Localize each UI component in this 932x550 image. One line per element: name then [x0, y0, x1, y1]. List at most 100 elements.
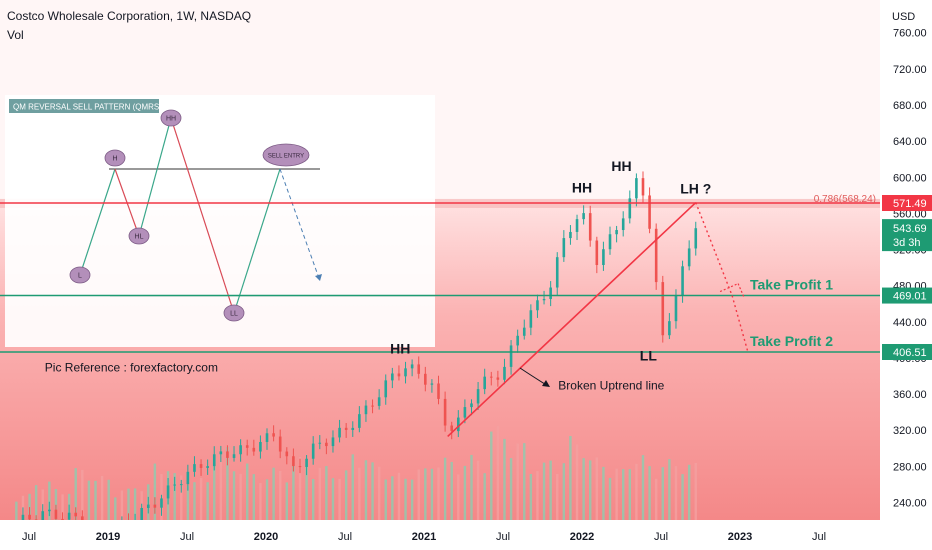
candle-body	[489, 376, 493, 378]
time-tick: 2021	[412, 531, 436, 543]
candle-body	[503, 366, 506, 380]
volume-bar	[496, 425, 500, 520]
candle-body	[417, 364, 421, 374]
candle-body	[628, 198, 632, 219]
price-axis-bg	[882, 0, 932, 550]
take-profit-1-price-tag-bg	[882, 287, 932, 304]
candle-body	[536, 300, 539, 311]
volume-bar	[173, 473, 176, 520]
price-tick: 240.00	[893, 497, 927, 509]
volume-bar	[87, 480, 91, 520]
volume-bar	[450, 461, 453, 520]
time-tick: 2020	[254, 531, 278, 543]
volume-bar	[417, 469, 420, 520]
inset-title-bg	[9, 99, 159, 113]
inset-point-bubble	[160, 109, 182, 127]
volume-bar	[397, 472, 401, 520]
time-tick: Jul	[22, 531, 36, 543]
currency-label: USD	[892, 11, 915, 23]
volume-bar	[219, 450, 223, 520]
bar-countdown: 3d 3h	[893, 237, 921, 249]
chart-annotation: LH ?	[680, 181, 711, 197]
volume-bar	[562, 463, 566, 520]
candle-body	[160, 498, 163, 508]
inset-arrowhead	[315, 274, 322, 281]
volume-bar	[384, 479, 387, 520]
candle-body	[239, 445, 242, 455]
candle-body	[391, 373, 394, 381]
candle-body	[437, 383, 440, 399]
candle-body	[252, 447, 256, 452]
candle-body	[351, 427, 355, 430]
take-profit-2-price-tag: 406.51	[893, 347, 927, 359]
volume-bar	[529, 473, 533, 520]
chart-annotation: HH	[611, 158, 631, 174]
volume-bar	[589, 460, 592, 520]
candle-body	[549, 287, 552, 299]
volume-bar	[358, 467, 361, 520]
price-tick: 720.00	[893, 64, 927, 76]
volume-bar	[74, 468, 77, 520]
candle-body	[582, 213, 585, 220]
candle-body	[608, 234, 612, 250]
volume-bar	[549, 460, 552, 520]
volume-bar	[252, 474, 256, 520]
candle-body	[285, 451, 289, 457]
price-tick: 640.00	[893, 136, 927, 148]
time-axis-bg	[0, 520, 882, 550]
inset-title: QM REVERSAL SELL PATTERN (QMRS)	[13, 103, 162, 112]
volume-bar	[180, 475, 183, 520]
candle-body	[245, 445, 249, 448]
price-tick: 760.00	[893, 28, 927, 40]
candle-body	[621, 218, 625, 231]
volume-bar	[509, 458, 513, 520]
candle-body	[397, 373, 401, 377]
price-tick: 320.00	[893, 425, 927, 437]
candle-body	[74, 512, 78, 517]
candle-body	[206, 466, 209, 468]
volume-bar	[542, 462, 546, 520]
resistance-price-tag: 571.49	[893, 198, 927, 210]
candle-body	[555, 257, 559, 288]
volume-bar	[654, 478, 658, 520]
volume-bar	[635, 463, 638, 520]
candle-body	[318, 442, 322, 444]
volume-bar	[246, 463, 249, 520]
time-tick: Jul	[654, 531, 668, 543]
candle-body	[509, 345, 513, 367]
price-tick: 280.00	[893, 461, 927, 473]
volume-bar	[404, 478, 407, 520]
volume-bar	[199, 478, 203, 520]
candle-body	[404, 368, 407, 377]
time-tick: Jul	[812, 531, 826, 543]
volume-bar	[186, 485, 190, 520]
volume-bar	[661, 467, 664, 520]
volume-bar	[351, 454, 354, 520]
price-tick: 440.00	[893, 317, 927, 329]
volume-bar	[272, 467, 275, 520]
volume-bar	[681, 474, 684, 520]
inset-leg	[170, 117, 235, 314]
volume-bar	[292, 462, 295, 520]
inset-point-label: L	[78, 273, 82, 280]
volume-bar	[232, 471, 236, 520]
candle-body	[424, 373, 427, 385]
volume-bar	[463, 465, 467, 520]
volume-label: Vol	[7, 28, 24, 42]
inset-point-label: H	[112, 156, 117, 163]
candle-body	[522, 327, 526, 336]
candle-body	[384, 380, 388, 398]
candle-body	[615, 230, 618, 235]
candle-body	[641, 178, 645, 196]
projection-bounce	[737, 283, 745, 298]
volume-bar	[424, 468, 427, 520]
candle-body	[529, 310, 533, 328]
candle-body	[259, 441, 262, 452]
chart-annotation: LL	[640, 348, 658, 364]
volume-bar	[457, 474, 460, 520]
candle-body	[694, 228, 698, 249]
time-tick: 2019	[96, 531, 120, 543]
candle-body	[661, 282, 665, 336]
volume-bar	[206, 482, 209, 520]
